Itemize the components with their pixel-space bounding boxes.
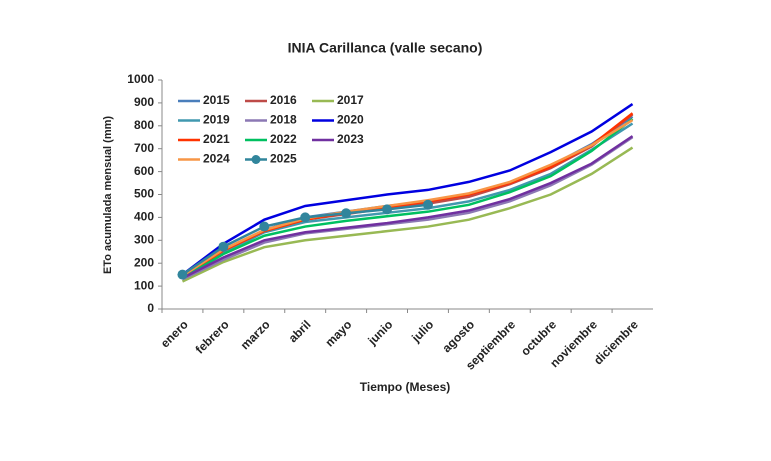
y-tick-label: 500 xyxy=(134,187,154,201)
y-tick-label: 1000 xyxy=(127,72,154,86)
y-tick-label: 600 xyxy=(134,164,154,178)
y-tick-label: 0 xyxy=(147,301,154,315)
x-tick-label: junio xyxy=(365,317,396,348)
series-line xyxy=(181,135,634,280)
y-tick-label: 400 xyxy=(134,210,154,224)
legend-label: 2015 xyxy=(203,93,230,107)
series-line xyxy=(181,146,634,283)
legend-label: 2022 xyxy=(270,132,297,146)
y-tick-label: 900 xyxy=(134,95,154,109)
x-tick-label: febrero xyxy=(193,317,232,356)
series-line xyxy=(181,122,634,279)
series-line xyxy=(181,117,634,280)
y-axis-title: ETo acumulada mensual (mm) xyxy=(102,116,114,274)
legend-label: 2019 xyxy=(203,113,230,127)
series-marker xyxy=(259,221,270,232)
x-tick-label: diciembre xyxy=(591,317,641,367)
chart-title: INIA Carillanca (valle secano) xyxy=(288,40,483,56)
y-tick-label: 300 xyxy=(134,232,154,246)
x-tick-label: marzo xyxy=(238,317,273,352)
legend-label: 2016 xyxy=(270,93,297,107)
series-line xyxy=(181,119,634,277)
y-tick-label: 200 xyxy=(134,255,154,269)
legend-label: 2024 xyxy=(203,152,230,166)
legend-label: 2020 xyxy=(337,113,364,127)
y-tick-label: 100 xyxy=(134,278,154,292)
legend-label: 2017 xyxy=(337,93,364,107)
x-axis-title: Tiempo (Meses) xyxy=(360,380,450,394)
x-tick-label: enero xyxy=(158,317,191,350)
x-tick-label: abril xyxy=(286,317,314,345)
legend-label: 2025 xyxy=(270,152,297,166)
y-tick-label: 700 xyxy=(134,141,154,155)
legend-marker xyxy=(251,155,261,164)
y-tick-label: 800 xyxy=(134,118,154,132)
series-marker xyxy=(382,204,393,215)
series-marker xyxy=(218,241,229,252)
series-marker xyxy=(422,199,433,210)
series-marker xyxy=(341,208,352,219)
x-tick-label: julio xyxy=(408,317,436,345)
x-tick-label: agosto xyxy=(440,317,478,355)
legend-label: 2023 xyxy=(337,132,364,146)
legend-label: 2021 xyxy=(203,132,230,146)
series-marker xyxy=(300,212,311,223)
x-tick-label: mayo xyxy=(322,317,354,349)
x-tick-label: octubre xyxy=(518,317,559,358)
series-line xyxy=(181,136,634,281)
series-line xyxy=(181,103,634,276)
legend-label: 2018 xyxy=(270,113,297,127)
series-marker xyxy=(177,269,188,280)
